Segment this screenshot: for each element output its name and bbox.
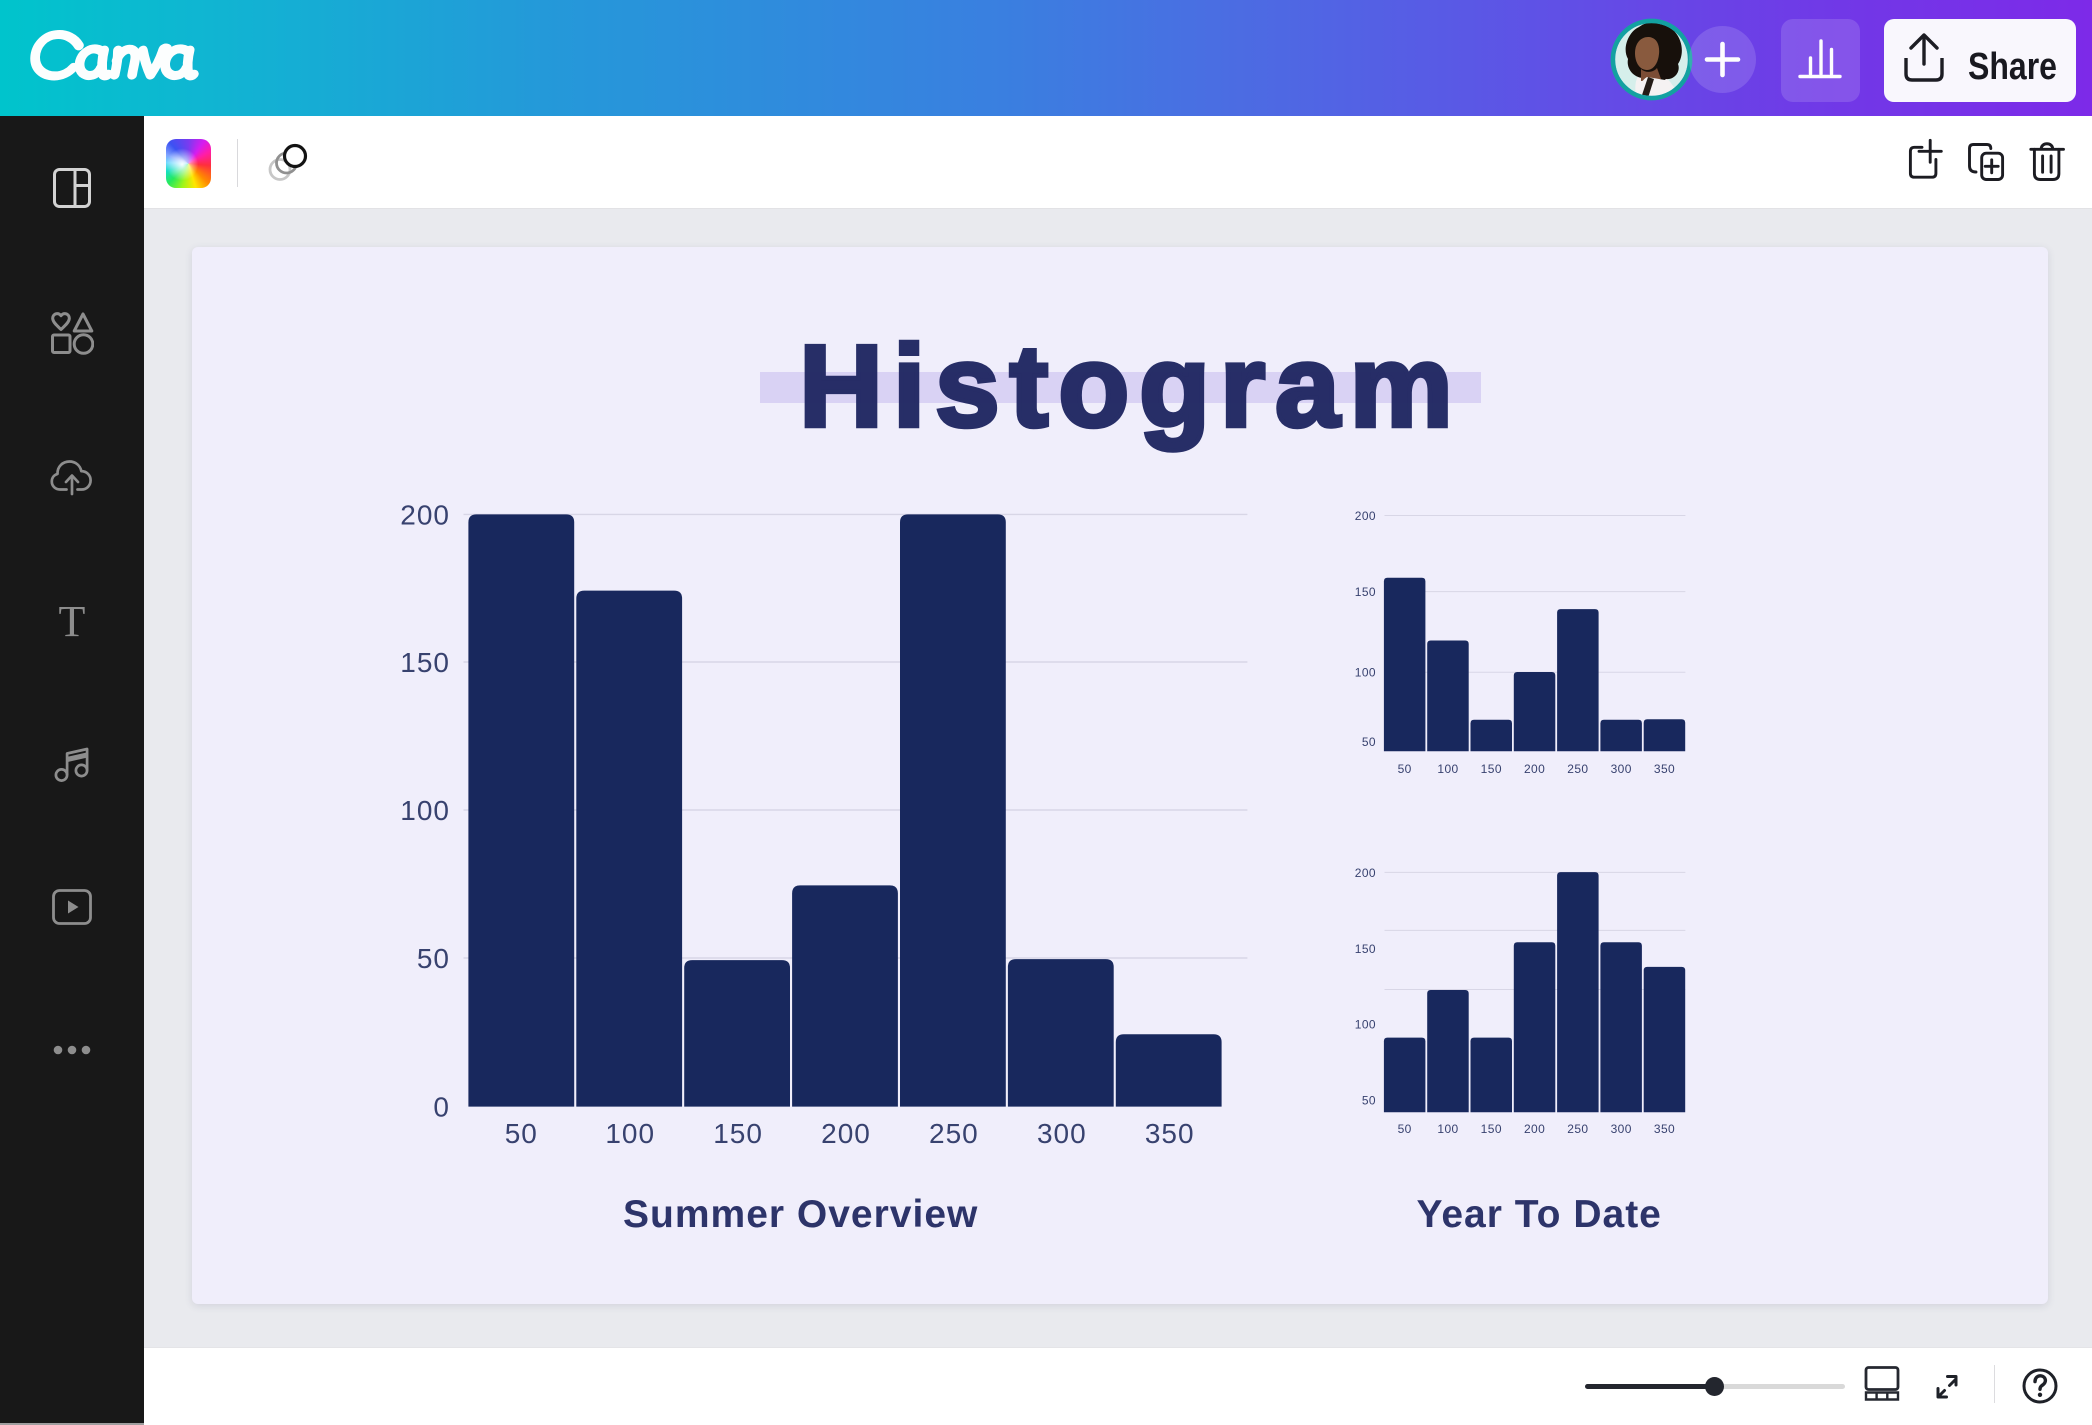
svg-text:Year To Date: Year To Date xyxy=(1417,1193,1662,1236)
svg-text:150: 150 xyxy=(400,647,450,678)
svg-text:250: 250 xyxy=(1567,1122,1588,1136)
svg-text:250: 250 xyxy=(929,1118,979,1149)
svg-text:150: 150 xyxy=(1481,762,1502,776)
svg-text:50: 50 xyxy=(1362,735,1376,749)
svg-text:300: 300 xyxy=(1611,1122,1632,1136)
svg-text:0: 0 xyxy=(433,1092,450,1123)
svg-text:50: 50 xyxy=(505,1118,538,1149)
svg-text:200: 200 xyxy=(1524,762,1545,776)
svg-text:100: 100 xyxy=(1437,1122,1458,1136)
svg-text:200: 200 xyxy=(1355,866,1376,880)
svg-text:200: 200 xyxy=(1524,1122,1545,1136)
svg-text:300: 300 xyxy=(1611,762,1632,776)
svg-text:150: 150 xyxy=(1355,585,1376,599)
svg-text:350: 350 xyxy=(1654,1122,1675,1136)
svg-text:100: 100 xyxy=(1437,762,1458,776)
svg-text:350: 350 xyxy=(1654,762,1675,776)
svg-text:150: 150 xyxy=(1481,1122,1502,1136)
svg-text:50: 50 xyxy=(1398,1122,1412,1136)
svg-text:300: 300 xyxy=(1037,1118,1087,1149)
svg-text:200: 200 xyxy=(1355,509,1376,523)
svg-text:250: 250 xyxy=(1567,762,1588,776)
svg-text:200: 200 xyxy=(400,499,450,530)
svg-text:T: T xyxy=(59,600,86,642)
svg-text:50: 50 xyxy=(1362,1093,1376,1107)
svg-text:Summer Overview: Summer Overview xyxy=(623,1193,978,1236)
svg-text:100: 100 xyxy=(605,1118,655,1149)
svg-text:50: 50 xyxy=(417,943,450,974)
svg-text:150: 150 xyxy=(1355,942,1376,956)
svg-text:100: 100 xyxy=(1355,1018,1376,1032)
svg-text:100: 100 xyxy=(1355,666,1376,680)
svg-text:350: 350 xyxy=(1145,1118,1195,1149)
svg-text:Share: Share xyxy=(1968,46,2057,88)
svg-text:200: 200 xyxy=(821,1118,871,1149)
svg-text:50: 50 xyxy=(1398,762,1412,776)
svg-text:100: 100 xyxy=(400,795,450,826)
svg-text:150: 150 xyxy=(713,1118,763,1149)
